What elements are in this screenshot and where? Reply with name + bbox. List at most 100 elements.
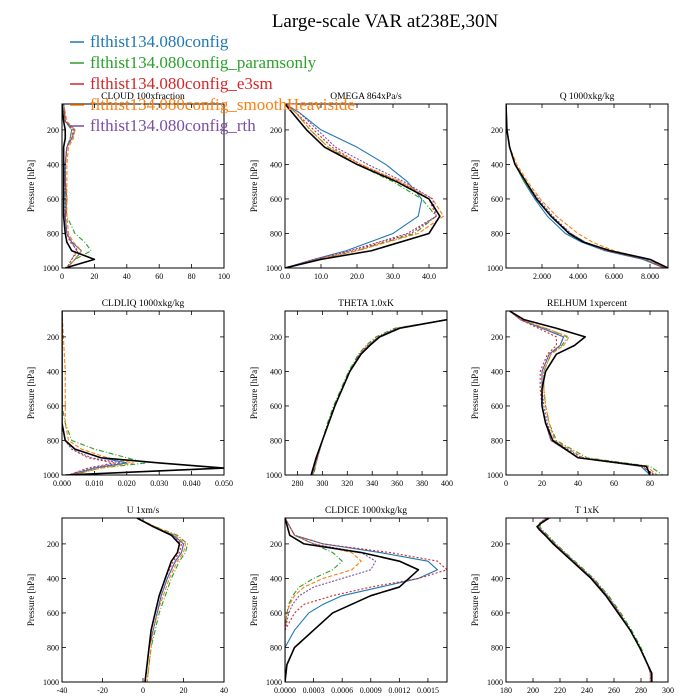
y-tick-label: 200 <box>491 333 503 342</box>
y-axis-label: Pressure [hPa] <box>249 574 259 626</box>
panel-0: CLOUD 100xfraction 0 20 40 60 80 100 200 400 600 8… <box>26 91 230 281</box>
series-line-flthist134-080config-e3sm <box>136 518 183 682</box>
y-tick-label: 400 <box>270 160 282 169</box>
series-line-flthist134-080config <box>311 319 447 475</box>
panel-title: CLDICE 1000xkg/kg <box>325 506 407 516</box>
x-tick-label: 20 <box>90 272 98 281</box>
panel-1: OMEGA 864xPa/s 0.0 10.0 20.0 30.0 40.0 200 400 6… <box>249 92 448 281</box>
y-tick-label: 600 <box>491 402 503 411</box>
x-tick-label: 0.000 <box>53 479 71 488</box>
series-line-flthist134-080config-smoothheaviside <box>285 104 444 268</box>
y-axis-label: Pressure [hPa] <box>470 160 480 212</box>
series-line-flthist134-080config-e3sm <box>311 319 447 475</box>
x-tick-label: 8.000 <box>641 272 659 281</box>
y-tick-label: 800 <box>491 436 503 445</box>
series-line-flthist134-080config-rth <box>509 311 654 475</box>
panel-title: RELHUM 1xpercent <box>547 299 627 309</box>
series-line-flthist134-080config-smoothheaviside <box>136 518 187 682</box>
y-tick-label: 800 <box>491 229 503 238</box>
series-line-obs <box>509 311 651 475</box>
y-tick-label: 600 <box>47 609 59 618</box>
y-tick-label: 800 <box>270 643 282 652</box>
y-tick-label: 400 <box>270 367 282 376</box>
series-line-flthist134-080config-e3sm <box>285 518 447 682</box>
x-tick-label: 260 <box>608 686 620 695</box>
x-tick-label: 180 <box>500 686 512 695</box>
series-line-obs <box>285 518 420 682</box>
x-tick-label: 220 <box>554 686 566 695</box>
y-tick-label: 200 <box>270 126 282 135</box>
panel-title: OMEGA 864xPa/s <box>330 92 402 102</box>
y-tick-label: 1000 <box>43 264 59 273</box>
figure-title: Large-scale VAR at238E,30N <box>272 11 499 32</box>
y-tick-label: 800 <box>491 643 503 652</box>
x-tick-label: 0.0000 <box>274 686 296 695</box>
x-tick-label: 40.0 <box>422 272 436 281</box>
x-tick-label: 20 <box>180 686 188 695</box>
x-tick-label: 60 <box>155 272 163 281</box>
x-tick-label: 0.050 <box>215 479 233 488</box>
y-tick-label: 400 <box>47 367 59 376</box>
panel-title: CLOUD 100xfraction <box>101 91 185 102</box>
x-tick-label: 300 <box>316 479 328 488</box>
x-tick-label: 30.0 <box>386 272 400 281</box>
y-tick-label: 200 <box>47 540 59 549</box>
x-tick-label: 0.010 <box>85 479 103 488</box>
x-tick-label: 280 <box>635 686 647 695</box>
y-tick-label: 200 <box>270 333 282 342</box>
plot-frame <box>284 103 448 269</box>
x-tick-label: 0 <box>60 272 64 281</box>
y-tick-label: 400 <box>491 367 503 376</box>
series-line-flthist134-080config-paramsonly <box>539 518 653 682</box>
x-tick-label: 80 <box>188 272 196 281</box>
plot-frame <box>505 103 669 269</box>
x-tick-label: 100 <box>218 272 230 281</box>
x-tick-label: 0.0009 <box>360 686 382 695</box>
y-axis-label: Pressure [hPa] <box>26 574 36 626</box>
series-line-flthist134-080config-paramsonly <box>509 311 663 475</box>
x-tick-label: 20 <box>538 479 546 488</box>
series-line-flthist134-080config-e3sm <box>509 311 656 475</box>
x-tick-label: 0.0015 <box>417 686 439 695</box>
y-tick-label: 600 <box>47 402 59 411</box>
y-tick-label: 1000 <box>266 471 282 480</box>
y-tick-label: 400 <box>491 574 503 583</box>
x-tick-label: -20 <box>97 686 108 695</box>
series-line-flthist134-080config-rth <box>136 518 185 682</box>
y-axis-label: Pressure [hPa] <box>26 367 36 419</box>
y-tick-label: 600 <box>270 609 282 618</box>
x-tick-label: 0 <box>504 479 508 488</box>
legend-entry: flthist134.080config_smoothHeaviside <box>90 95 355 114</box>
series-line-obs <box>62 104 96 268</box>
series-line-flthist134-080config-paramsonly <box>313 319 447 475</box>
x-tick-label: 20.0 <box>350 272 364 281</box>
y-tick-label: 200 <box>47 333 59 342</box>
x-tick-label: -40 <box>57 686 68 695</box>
plot-frame <box>61 310 225 476</box>
y-tick-label: 400 <box>270 574 282 583</box>
panel-title: U 1xm/s <box>127 506 160 516</box>
y-tick-label: 600 <box>491 195 503 204</box>
plot-frame <box>61 103 225 269</box>
legend-entry: flthist134.080config <box>90 32 229 51</box>
series-line-flthist134-080config-rth <box>62 311 121 475</box>
series-line-flthist134-080config-smoothheaviside <box>63 104 82 268</box>
x-tick-label: 6.000 <box>605 272 623 281</box>
series-line-flthist134-080config-e3sm <box>62 311 115 475</box>
series-line-flthist134-080config-rth <box>63 104 78 268</box>
series-line-flthist134-080config-smoothheaviside <box>62 311 134 475</box>
y-tick-label: 400 <box>47 574 59 583</box>
x-tick-label: 200 <box>527 686 539 695</box>
y-tick-label: 600 <box>47 195 59 204</box>
x-tick-label: 0.020 <box>118 479 136 488</box>
y-tick-label: 600 <box>270 195 282 204</box>
x-tick-label: 240 <box>581 686 593 695</box>
x-tick-label: 0.0012 <box>388 686 410 695</box>
y-tick-label: 400 <box>47 160 59 169</box>
x-tick-label: 0.0003 <box>303 686 325 695</box>
y-tick-label: 200 <box>270 540 282 549</box>
panel-7: CLDICE 1000xkg/kg 0.0000 0.0003 0.0006 0.000… <box>249 506 448 695</box>
x-tick-label: 4.000 <box>569 272 587 281</box>
